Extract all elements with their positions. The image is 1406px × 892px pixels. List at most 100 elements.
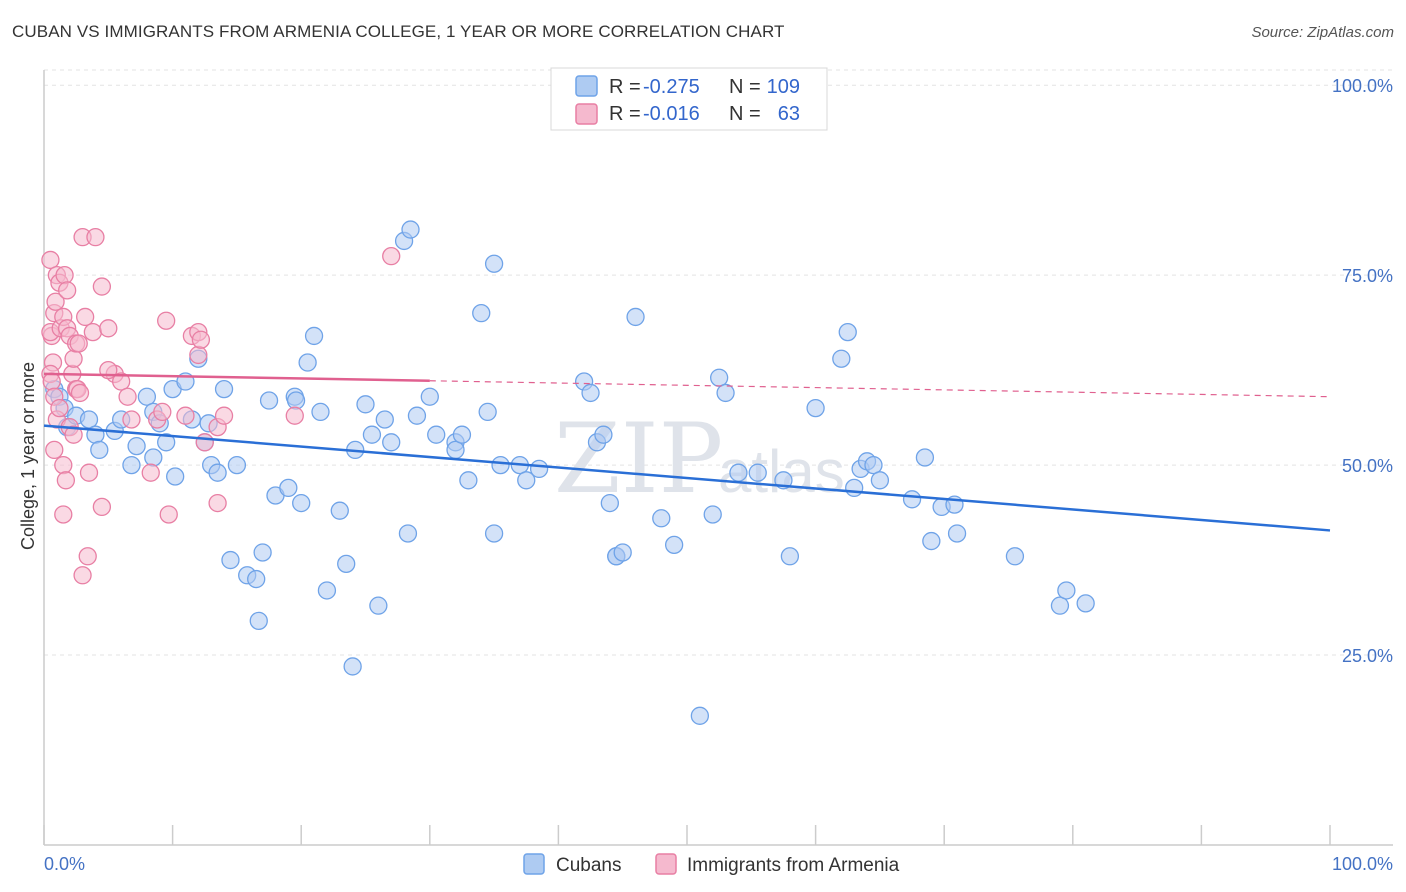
cubans-point-91 [838,322,857,342]
armenia-trend-line-extension [429,380,1331,398]
cubans-point-35 [279,478,298,498]
y-axis-label: College, 1 year or more [18,362,38,550]
cubans-point-43 [330,501,349,520]
cubans-point-14 [144,448,163,467]
armenia-point-54 [64,425,83,444]
armenia-point-40 [189,345,208,365]
legend-n-cubans: 109 [767,76,800,98]
armenia-point-21 [69,334,88,353]
armenia-point-51 [54,455,73,475]
cubans-point-51 [382,433,401,452]
cubans-point-55 [407,406,427,425]
legend: R = -0.275 N = 109 R = -0.016 N = 63 [550,67,828,131]
armenia-point-35 [157,311,176,330]
cubans-point-45 [343,657,362,676]
armenia-point-45 [214,406,234,425]
cubans-point-96 [870,471,890,490]
legend-n-armenia: 63 [778,103,800,125]
x-ticks [43,825,1331,845]
armenia-point-30 [118,387,137,406]
bottom-legend: Cubans Immigrants from Armenia [523,853,900,876]
armenia-point-31 [122,410,141,429]
cubans-point-61 [459,471,478,490]
cubans-point-25 [208,463,227,482]
armenia-point-48 [45,440,64,460]
data-points [41,220,1095,725]
bottom-legend-swatch-cubans [523,853,545,875]
cubans-point-18 [166,467,185,486]
cubans-point-50 [375,410,394,429]
cubans-point-84 [716,383,735,403]
bottom-legend-label-cubans: Cubans [556,855,622,876]
cubans-point-57 [427,425,446,444]
cubans-point-99 [922,531,941,551]
armenia-point-37 [176,406,195,425]
armenia-point-62 [54,505,73,524]
armenia-point-58 [78,547,97,566]
armenia-point-43 [208,493,227,513]
cubans-point-68 [517,471,536,490]
cubans-point-44 [337,554,356,574]
cubans-point-33 [259,391,279,410]
cubans-point-30 [247,569,266,589]
cubans-point-40 [304,326,324,346]
x-tick-label-min: 0.0% [44,854,85,874]
cubans-point-66 [491,455,510,475]
x-tick-label-max: 100.0% [1332,854,1393,874]
cubans-point-59 [446,440,465,460]
armenia-point-46 [285,406,304,425]
cubans-point-79 [652,509,671,528]
cubans-point-104 [1050,596,1070,615]
cubans-point-82 [703,505,722,524]
cubans-point-10 [122,455,141,475]
legend-n-label-armenia: N = [729,103,761,125]
y-tick-label-100: 100.0% [1332,76,1393,96]
y-tick-label-75: 75.0% [1342,266,1393,286]
cubans-trend-line [43,424,1331,532]
armenia-point-60 [92,497,112,517]
cubans-point-90 [832,349,851,368]
cubans-point-74 [600,493,619,513]
cubans-point-63 [478,402,497,422]
y-tick-label-50: 50.0% [1342,456,1393,476]
armenia-point-14 [57,281,77,300]
armenia-point-25 [86,228,105,247]
axes [43,70,1393,846]
armenia-point-0 [41,250,60,270]
cubans-point-95 [864,455,883,475]
cubans-point-16 [157,433,176,452]
cubans-point-89 [806,398,825,418]
bottom-legend-swatch-armenia [655,853,677,875]
cubans-point-83 [710,368,729,387]
legend-n-label-cubans: N = [729,76,761,98]
cubans-point-38 [292,493,311,513]
cubans-point-42 [317,581,337,600]
cubans-point-56 [420,387,439,406]
legend-swatch-armenia [575,103,598,125]
legend-r-armenia: -0.016 [643,103,700,125]
cubans-point-88 [780,547,800,566]
armenia-point-32 [141,463,160,482]
y-tick-labels: 25.0% 50.0% 75.0% 100.0% [1332,76,1393,666]
cubans-point-47 [356,395,375,414]
armenia-point-18 [64,349,83,368]
cubans-point-7 [90,440,109,460]
cubans-point-48 [362,425,382,444]
armenia-point-13 [55,265,74,285]
armenia-point-52 [56,471,76,490]
cubans-point-49 [369,596,388,615]
armenia-point-23 [76,307,95,327]
cubans-point-97 [902,490,922,509]
cubans-point-11 [127,436,146,456]
cubans-point-81 [690,706,710,725]
legend-swatch-cubans [575,75,598,97]
cubans-point-54 [398,524,418,543]
cubans-point-86 [748,463,767,482]
cubans-point-85 [729,463,748,482]
armenia-point-50 [50,398,69,418]
armenia-point-5 [42,372,61,391]
cubans-point-64 [484,254,504,273]
cubans-point-41 [311,402,330,422]
cubans-point-26 [214,379,234,399]
